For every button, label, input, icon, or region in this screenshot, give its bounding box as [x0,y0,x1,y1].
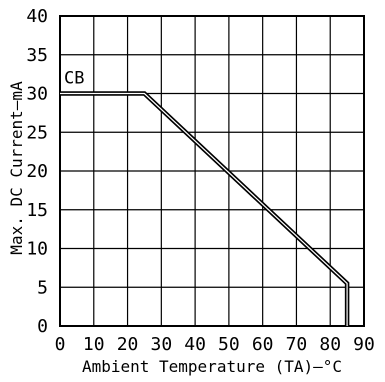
y-tick-label: 10 [26,239,48,260]
x-tick-label: 80 [319,334,341,355]
tick-labels: 0 10 20 30 40 50 60 70 80 90 0 5 10 15 20 25 30 35 40 [26,6,375,355]
plot-frame [59,15,365,327]
x-tick-label: 70 [286,334,308,355]
y-tick-label: 15 [26,200,48,221]
x-tick-label: 20 [117,334,139,355]
y-axis-title: Max. DC Current–mA [7,81,26,255]
x-tick-label: 60 [252,334,274,355]
x-tick-label: 50 [218,334,240,355]
x-tick-label: 10 [83,334,105,355]
x-tick-label: 40 [184,334,206,355]
x-tick-label: 30 [150,334,172,355]
series-layer: CB [60,69,350,326]
grid [59,15,365,327]
y-tick-label: 0 [37,316,48,337]
y-tick-label: 20 [26,161,48,182]
y-tick-label: 5 [37,277,48,298]
y-tick-label: 40 [26,6,48,27]
y-tick-label: 35 [26,45,48,66]
series-line-inner [60,92,348,326]
y-tick-label: 25 [26,122,48,143]
y-tick-label: 30 [26,84,48,105]
x-tick-label: 90 [353,334,375,355]
x-tick-label: 0 [55,334,66,355]
series-label: CB [64,69,84,89]
x-axis-title: Ambient Temperature (TA)–°C [82,357,342,376]
